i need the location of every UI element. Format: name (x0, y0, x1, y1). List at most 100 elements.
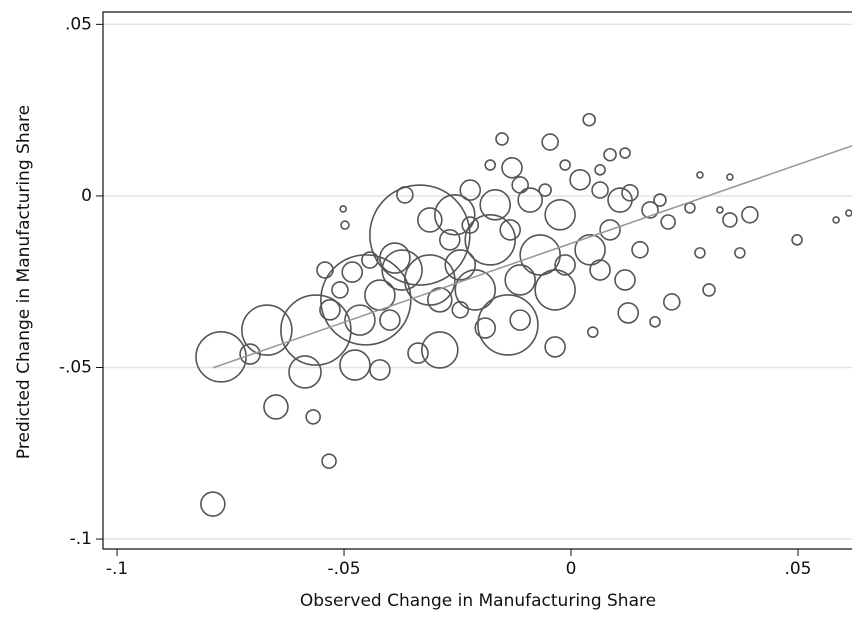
point (619, 147, 631, 159)
point (263, 394, 289, 420)
x-tick-label: .05 (784, 559, 811, 579)
point (434, 193, 476, 236)
point (464, 214, 517, 266)
point (341, 261, 364, 283)
point (684, 202, 696, 214)
point (316, 261, 334, 279)
point (241, 304, 293, 356)
point (591, 181, 609, 199)
x-tick-label: -.05 (327, 559, 360, 579)
point (484, 159, 497, 171)
point (696, 171, 704, 179)
point (339, 349, 371, 381)
point (538, 183, 552, 197)
point (479, 189, 512, 221)
point (614, 269, 636, 291)
point (504, 264, 536, 296)
point (396, 186, 414, 204)
point (509, 309, 531, 331)
point (305, 409, 321, 425)
fit-line (212, 145, 852, 369)
point (694, 247, 706, 259)
point (574, 233, 606, 266)
point (501, 156, 523, 179)
plot-frame (102, 11, 852, 550)
point (195, 331, 247, 383)
point (239, 343, 261, 365)
point (517, 187, 543, 213)
point (649, 316, 661, 328)
point (582, 112, 596, 127)
point (587, 326, 599, 338)
x-axis-title: Observed Change in Manufacturing Share (300, 591, 656, 611)
point (331, 281, 349, 299)
point (511, 176, 529, 194)
point (726, 173, 734, 181)
point (544, 198, 576, 231)
point (427, 287, 453, 313)
point (339, 205, 347, 213)
point (454, 269, 497, 311)
point (407, 342, 429, 364)
y-tick-label: -.05 (59, 357, 92, 377)
point (439, 229, 461, 251)
point (451, 301, 470, 319)
point (716, 206, 724, 214)
point (288, 355, 322, 389)
point (559, 159, 571, 171)
point (741, 205, 759, 224)
point (603, 147, 617, 162)
x-tick-label: 0 (566, 559, 577, 579)
y-tick-label: -.1 (70, 529, 92, 549)
point (662, 293, 681, 311)
point (791, 234, 803, 246)
point (641, 201, 659, 219)
point (459, 179, 482, 201)
x-tick-label: -.1 (106, 559, 128, 579)
point (379, 242, 411, 274)
point (653, 193, 667, 207)
point (404, 254, 456, 306)
point (589, 259, 611, 281)
point (544, 336, 566, 358)
point (660, 214, 676, 230)
point (477, 294, 539, 356)
point (421, 331, 459, 369)
point (379, 309, 401, 331)
point (280, 294, 352, 366)
point (734, 247, 746, 259)
point (319, 299, 341, 321)
point (369, 359, 391, 381)
point (200, 491, 226, 517)
point (534, 269, 576, 311)
point (340, 220, 350, 230)
point (594, 164, 606, 176)
y-tick-label: .05 (65, 14, 92, 34)
point (499, 219, 521, 241)
point (381, 249, 423, 291)
point (417, 207, 443, 233)
y-axis-title: Predicted Change in Manufacturing Share (14, 105, 34, 459)
point (631, 240, 649, 259)
y-tick-label: 0 (81, 186, 92, 206)
point (495, 132, 509, 146)
point (474, 317, 497, 339)
point (461, 216, 480, 234)
point (722, 212, 738, 228)
point (845, 209, 852, 217)
point (832, 216, 840, 224)
point (321, 453, 337, 469)
point (554, 254, 576, 276)
point (361, 251, 379, 269)
point (599, 219, 621, 241)
point (541, 133, 559, 151)
point (444, 249, 477, 281)
point (702, 283, 716, 297)
point (621, 184, 639, 202)
point (617, 302, 640, 324)
point (344, 304, 376, 336)
point (519, 234, 561, 276)
point (369, 184, 471, 286)
point (569, 168, 591, 191)
